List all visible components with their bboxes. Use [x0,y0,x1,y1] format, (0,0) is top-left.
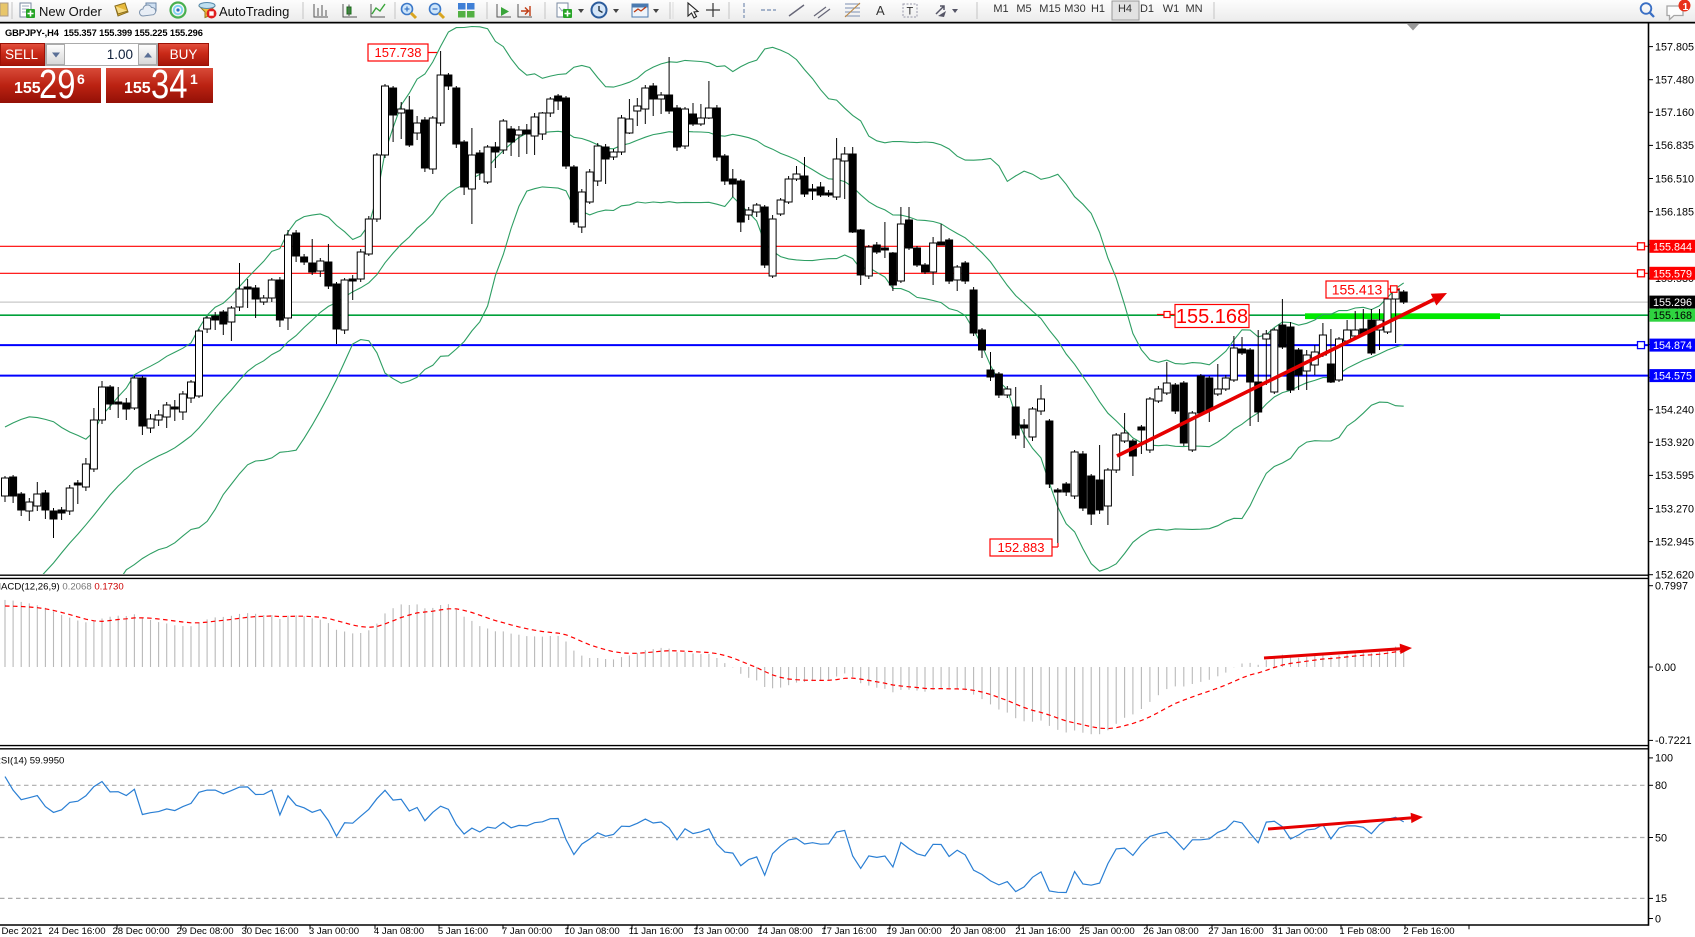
svg-text:27 Jan 16:00: 27 Jan 16:00 [1208,926,1263,937]
svg-text:80: 80 [1655,780,1667,792]
svg-text:24 Dec 16:00: 24 Dec 16:00 [48,926,105,937]
svg-text:21 Jan 16:00: 21 Jan 16:00 [1015,926,1070,937]
svg-text:153.920: 153.920 [1655,437,1694,449]
svg-text:100: 100 [1655,753,1673,765]
svg-text:0: 0 [1655,913,1661,925]
svg-text:0.00: 0.00 [1655,662,1676,674]
svg-text:20 Jan 08:00: 20 Jan 08:00 [950,926,1005,937]
svg-text:15: 15 [1655,893,1667,905]
svg-text:RSI(14) 59.9950: RSI(14) 59.9950 [0,756,64,767]
svg-text:153.270: 153.270 [1655,503,1694,515]
svg-text:153.595: 153.595 [1655,470,1694,482]
svg-text:155.168: 155.168 [1653,310,1692,322]
svg-text:5 Jan 16:00: 5 Jan 16:00 [438,926,488,937]
svg-text:50: 50 [1655,832,1667,844]
svg-text:157.480: 157.480 [1655,75,1694,87]
svg-text:4 Jan 08:00: 4 Jan 08:00 [374,926,424,937]
svg-text:155.413: 155.413 [1332,282,1383,298]
svg-text:11 Jan 16:00: 11 Jan 16:00 [629,926,684,937]
svg-text:154.240: 154.240 [1655,405,1694,417]
svg-text:154.575: 154.575 [1653,371,1692,383]
svg-text:19 Jan 00:00: 19 Jan 00:00 [886,926,941,937]
svg-text:-0.7221: -0.7221 [1655,735,1692,747]
svg-text:157.738: 157.738 [375,45,422,60]
svg-text:30 Dec 16:00: 30 Dec 16:00 [241,926,298,937]
svg-text:7 Jan 00:00: 7 Jan 00:00 [502,926,552,937]
svg-text:152.620: 152.620 [1655,570,1694,582]
svg-text:155.579: 155.579 [1653,268,1692,280]
svg-text:28 Dec 00:00: 28 Dec 00:00 [112,926,169,937]
svg-text:156.510: 156.510 [1655,173,1694,185]
svg-text:152.883: 152.883 [998,540,1045,555]
svg-text:2 Feb 16:00: 2 Feb 16:00 [1403,926,1454,937]
svg-text:3 Jan 00:00: 3 Jan 00:00 [309,926,359,937]
svg-text:29 Dec 08:00: 29 Dec 08:00 [176,926,233,937]
svg-text:1: 1 [1683,1,1689,13]
svg-text:17 Jan 16:00: 17 Jan 16:00 [821,926,876,937]
svg-text:152.945: 152.945 [1655,536,1694,548]
svg-text:Dec 2021: Dec 2021 [1,926,42,937]
svg-text:10 Jan 08:00: 10 Jan 08:00 [564,926,619,937]
svg-text:26 Jan 08:00: 26 Jan 08:00 [1143,926,1198,937]
svg-text:GBPJPY-,H4 155.357 155.399 15: GBPJPY-,H4 155.357 155.399 155.225 155.2… [5,28,203,38]
svg-text:155.844: 155.844 [1653,241,1692,253]
svg-text:25 Jan 00:00: 25 Jan 00:00 [1079,926,1134,937]
svg-text:156.835: 156.835 [1655,140,1694,152]
svg-text:155.296: 155.296 [1653,297,1692,309]
svg-text:MACD(12,26,9) 0.2068 0.1730: MACD(12,26,9) 0.2068 0.1730 [0,582,124,593]
svg-text:31 Jan 00:00: 31 Jan 00:00 [1272,926,1327,937]
svg-text:0.7997: 0.7997 [1655,581,1688,593]
svg-text:13 Jan 00:00: 13 Jan 00:00 [693,926,748,937]
svg-text:156.185: 156.185 [1655,206,1694,218]
svg-text:1 Feb 08:00: 1 Feb 08:00 [1339,926,1390,937]
svg-text:155.168: 155.168 [1176,306,1248,328]
svg-text:A: A [876,3,885,18]
svg-text:157.805: 157.805 [1655,41,1694,53]
svg-text:157.160: 157.160 [1655,107,1694,119]
svg-text:T: T [907,6,914,18]
svg-text:154.874: 154.874 [1653,340,1692,352]
svg-text:14 Jan 08:00: 14 Jan 08:00 [757,926,812,937]
